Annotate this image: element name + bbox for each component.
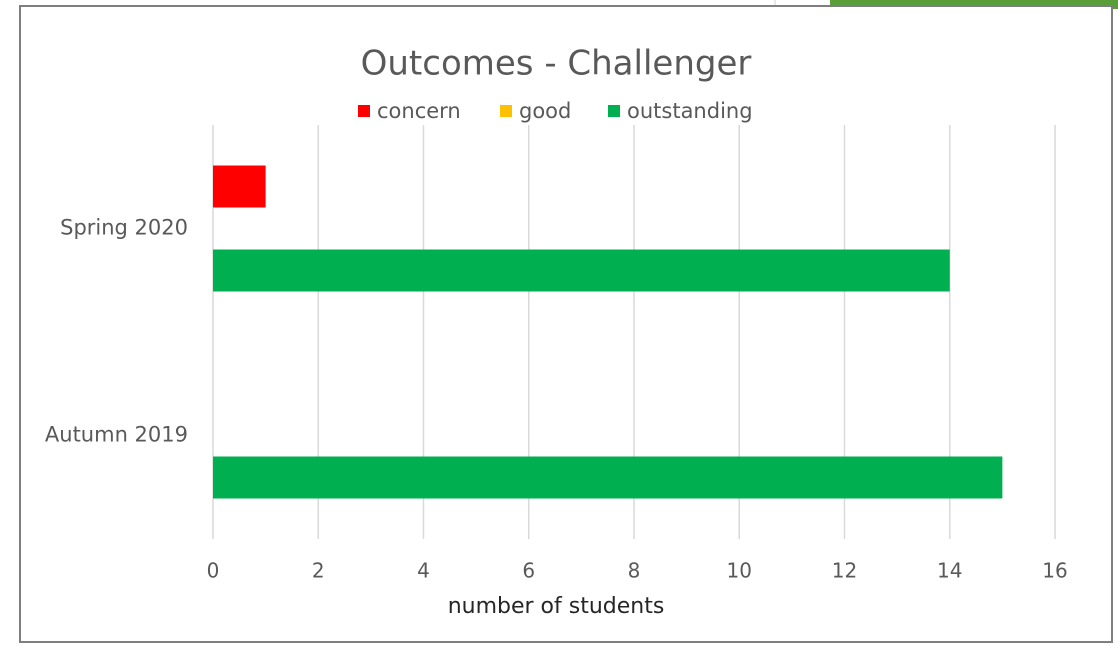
legend-label: good (519, 99, 571, 123)
x-axis-title: number of students (448, 594, 665, 619)
x-tick-label: 16 (1042, 559, 1067, 583)
bar (213, 249, 950, 292)
legend-swatch (608, 105, 620, 117)
legend-label: concern (377, 99, 461, 123)
x-tick-label: 12 (832, 559, 857, 583)
x-tick-label: 0 (207, 559, 220, 583)
chart-frame (19, 5, 1113, 643)
x-tick-label: 6 (522, 559, 535, 583)
bar (213, 456, 1003, 499)
x-tick-label: 14 (937, 559, 962, 583)
y-tick-label: Spring 2020 (60, 216, 188, 240)
x-tick-label: 2 (312, 559, 325, 583)
y-tick-label: Autumn 2019 (45, 423, 188, 447)
x-tick-label: 8 (628, 559, 641, 583)
legend-label: outstanding (627, 99, 753, 123)
legend-swatch (358, 105, 370, 117)
bar (213, 165, 266, 208)
chart-title: Outcomes - Challenger (361, 44, 752, 84)
decoration (830, 0, 1118, 9)
x-tick-label: 10 (727, 559, 752, 583)
legend-swatch (500, 105, 512, 117)
x-tick-label: 4 (417, 559, 430, 583)
